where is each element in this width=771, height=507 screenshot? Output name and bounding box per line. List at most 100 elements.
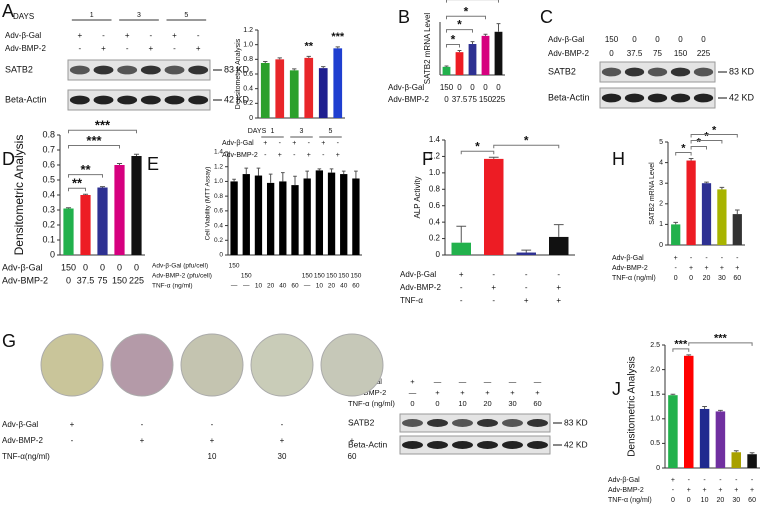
- y-tick-label: 1.2: [429, 152, 441, 161]
- blot-band: [670, 93, 691, 103]
- row-cell: +: [556, 283, 561, 292]
- y-tick-label: 0.8: [243, 56, 253, 63]
- error-bar: [521, 249, 532, 253]
- row-label: Adv-BMP-2: [548, 49, 589, 58]
- row-label: Adv-β-Gal: [5, 31, 41, 40]
- row-cell: —: [243, 283, 250, 290]
- blot-band: [670, 67, 691, 77]
- row-cell: 75: [468, 95, 477, 104]
- blot-band: [427, 441, 448, 449]
- row-cell: -: [721, 255, 724, 262]
- error-bar: [734, 209, 740, 215]
- row-label: Adv-BMP-2: [222, 152, 258, 159]
- row-cell: 0: [444, 95, 449, 104]
- bar: [63, 208, 74, 255]
- row-cell: 150: [350, 273, 361, 280]
- y-tick-label: 0.7: [42, 144, 55, 154]
- bar: [451, 242, 471, 255]
- row-cell: 20: [483, 399, 491, 408]
- marker-label: 83 KD: [729, 66, 755, 76]
- y-axis-label: Densitometric Analysis: [235, 38, 242, 109]
- row-cell: +: [196, 44, 201, 53]
- row-cell: 150: [61, 262, 76, 272]
- bar: [717, 189, 727, 245]
- error-bar: [82, 193, 89, 195]
- bar: [701, 183, 712, 245]
- sig-label: *: [475, 139, 480, 153]
- group-label: 5: [184, 12, 188, 19]
- row-cell: -: [71, 436, 74, 445]
- error-bar: [686, 354, 692, 356]
- row-cell: 20: [703, 275, 711, 282]
- marker-label: 42 KD: [564, 439, 588, 449]
- row-cell: +: [459, 270, 464, 279]
- y-axis-label: Densitometric Analysis: [627, 356, 638, 457]
- row-cell: 0: [655, 35, 660, 44]
- row-cell: 0: [674, 275, 678, 282]
- row-cell: 60: [533, 399, 541, 408]
- marker-label: 83 KD: [224, 64, 250, 74]
- blot-strip: [67, 59, 211, 81]
- row-cell: -: [675, 265, 678, 272]
- row-cell: -: [672, 487, 675, 494]
- sig-bracket: [68, 129, 137, 134]
- row-cell: -: [735, 477, 738, 484]
- bar: [715, 411, 726, 468]
- error-bar: [488, 156, 499, 159]
- y-tick-label: 2.5: [650, 342, 660, 349]
- sig-label: *: [470, 0, 475, 2]
- row-cell: -: [293, 152, 296, 159]
- row-cell: -: [557, 270, 560, 279]
- bar: [131, 156, 142, 255]
- row-cell: +: [321, 140, 325, 147]
- culture-plate: [40, 333, 104, 397]
- row-cell: +: [307, 152, 311, 159]
- row-cell: 60: [348, 452, 357, 461]
- bar: [260, 63, 270, 118]
- y-tick-label: 0: [656, 465, 660, 472]
- y-tick-label: 4: [659, 159, 663, 166]
- sig-label: **: [80, 162, 91, 177]
- row-cell: 225: [697, 49, 711, 58]
- row-cell: -: [705, 255, 708, 262]
- blot-strip: [399, 435, 551, 455]
- row-cell: 37.5: [452, 95, 468, 104]
- row-cell: +: [263, 140, 267, 147]
- y-tick-label: 0.4: [42, 189, 55, 199]
- row-cell: 10: [701, 497, 709, 504]
- sig-label: ***: [86, 133, 102, 148]
- row-cell: +: [750, 487, 754, 494]
- row-label: Adv-BMP-2: [612, 265, 648, 272]
- row-label: Adv-β-Gal: [2, 420, 38, 429]
- row-cell: 0: [687, 497, 691, 504]
- bar: [279, 181, 287, 255]
- row-cell: 0: [83, 262, 88, 272]
- row-cell: —: [509, 377, 517, 386]
- row-label: Adv-BMP-2: [400, 283, 441, 292]
- row-cell: +: [485, 388, 490, 397]
- row-cell: 0: [678, 35, 683, 44]
- row-cell: —: [231, 283, 238, 290]
- y-tick-label: 0.6: [42, 159, 55, 169]
- culture-plate: [180, 333, 244, 397]
- bar: [327, 172, 336, 255]
- row-cell: 10: [255, 283, 263, 290]
- culture-plate: [110, 333, 174, 397]
- band-label: Beta-Actin: [5, 94, 47, 104]
- row-cell: —: [434, 377, 442, 386]
- error-bar: [354, 170, 358, 179]
- row-cell: —: [304, 283, 311, 290]
- row-cell: +: [491, 283, 496, 292]
- row-cell: -: [690, 255, 693, 262]
- blot-band: [624, 93, 645, 103]
- row-cell: -: [322, 152, 325, 159]
- row-label: Adv-β-Gal: [400, 270, 436, 279]
- error-bar: [329, 168, 334, 173]
- sig-label: **: [72, 176, 83, 191]
- row-cell: +: [703, 487, 707, 494]
- error-bar: [305, 170, 310, 179]
- sig-bracket: [68, 145, 120, 149]
- row-cell: 150: [479, 95, 493, 104]
- group-title: DAYS: [248, 128, 267, 135]
- y-axis-label: ALP Activity: [413, 176, 422, 218]
